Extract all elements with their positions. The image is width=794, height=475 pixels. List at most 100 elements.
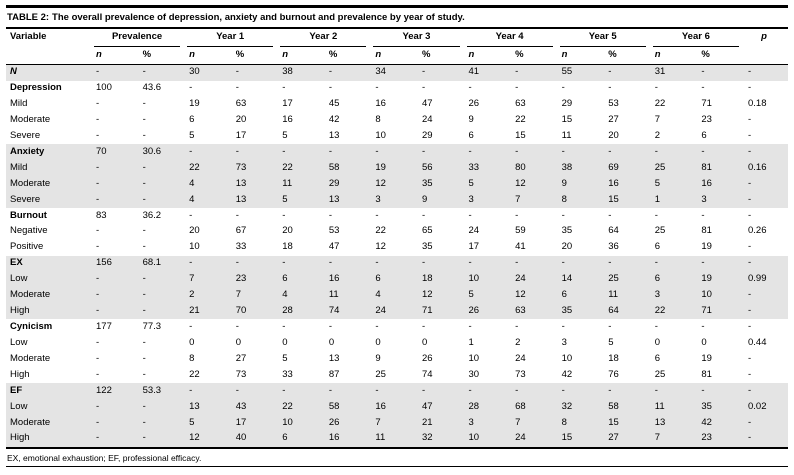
cell: - [142, 368, 146, 380]
subheader-percent: % [138, 47, 186, 65]
subheader-percent: % [417, 47, 465, 65]
cell: 28 [282, 305, 293, 317]
table-row-mild: Mild - - 22 73 22 58 19 56 33 80 38 69 25 81 0.16 [6, 160, 788, 177]
cell: - [608, 257, 612, 269]
cell: 70 [235, 305, 247, 317]
cell: 58 [608, 400, 619, 412]
cell: 13 [328, 129, 340, 141]
cell: 0.99 [748, 273, 767, 285]
cell: - [654, 257, 658, 269]
col-header-label: Year 5 [559, 31, 646, 48]
table-row-ex: EX 156 68.1 - - - - - - - - - - - - - [6, 255, 788, 272]
cell: 53 [328, 225, 340, 237]
cell: - [96, 193, 100, 205]
cell: 28 [468, 400, 480, 412]
cell: - [748, 384, 752, 396]
table-row-low: Low - - 0 0 0 0 0 0 1 2 3 5 0 0 0.44 [6, 335, 788, 351]
cell: 18 [608, 352, 619, 364]
cell: 11 [282, 177, 293, 189]
cell: - [142, 289, 146, 301]
cell: - [561, 209, 565, 221]
cell: 11 [654, 400, 665, 412]
cell: - [96, 400, 100, 412]
cell: 177 [96, 320, 112, 332]
cell: - [654, 209, 658, 221]
col-header-label: Prevalence [94, 31, 181, 48]
cell: 30.6 [142, 145, 162, 157]
cell: - [328, 320, 332, 332]
table-row-high: High - - 12 40 6 16 11 32 10 24 15 27 7 23 - [6, 430, 788, 448]
cell: 31 [654, 66, 666, 78]
cell: 15 [608, 193, 619, 205]
col-header-year-4: Year 4 [465, 29, 558, 48]
cell: 7 [189, 273, 195, 285]
cell: 3 [561, 336, 567, 348]
row-label: Moderate [10, 416, 51, 428]
cell: 18 [282, 241, 293, 253]
cell: 33 [468, 161, 480, 173]
cell: - [282, 320, 286, 332]
cell: 12 [375, 177, 386, 189]
cell: 7 [654, 114, 661, 125]
col-header-p: p [744, 29, 788, 65]
cell: 16 [375, 98, 386, 110]
subheader-n: n [278, 47, 325, 65]
cell: 40 [235, 432, 247, 444]
cell: - [189, 145, 193, 157]
cell: 70 [96, 145, 107, 157]
cell: 29 [421, 129, 433, 141]
cell: 20 [235, 114, 247, 125]
cell: - [701, 66, 705, 78]
cell: - [96, 161, 100, 173]
cell: - [235, 82, 239, 94]
table-row-severe: Severe - -4 13 5 13 3 9 3 7 8 15 1 3- [6, 192, 788, 209]
cell: - [701, 384, 705, 396]
cell: 71 [701, 98, 712, 110]
cell: 68 [515, 400, 526, 412]
cell: 26 [421, 352, 433, 364]
cell: 13 [235, 177, 247, 189]
table-body: N - -30-38-34-41-55-31- - Depression 100 43.6-… [6, 64, 788, 448]
cell: - [96, 114, 100, 125]
cell: 12 [189, 432, 200, 444]
cell: - [608, 82, 612, 94]
table-row-severe: Severe - - 5 17 5 13 10 29 6 15 11 20 2 6 - [6, 128, 788, 144]
cell: 55 [561, 66, 573, 78]
cell: 65 [421, 225, 433, 237]
cell: 24 [515, 432, 526, 444]
cell: 30 [189, 66, 200, 78]
cell: 81 [701, 368, 712, 380]
cell: - [748, 289, 752, 301]
cell: - [96, 352, 100, 364]
cell: - [142, 400, 146, 412]
cell: - [468, 82, 472, 94]
cell: 24 [515, 273, 526, 285]
cell: 35 [421, 241, 433, 253]
cell: 7 [235, 289, 241, 301]
cell: 0.02 [748, 400, 767, 412]
cell: 0.26 [748, 225, 767, 237]
cell: 16 [282, 114, 293, 125]
cell: 42 [328, 114, 340, 125]
cell: - [748, 320, 752, 332]
row-label: Burnout [10, 209, 47, 221]
cell: 5 [189, 129, 195, 141]
cell: 32 [421, 432, 433, 444]
cell: 41 [515, 241, 526, 253]
table-row-cynicism: Cynicism 177 77.3 - - - - - - - - - - - - - [6, 319, 788, 335]
table-row-positive: Positive - - 10 33 18 47 12 35 17 41 20 36 6 19 - [6, 240, 788, 256]
cell: - [235, 145, 239, 157]
cell: 42 [701, 416, 712, 428]
cell: - [748, 368, 752, 380]
cell: - [748, 241, 752, 253]
cell: 58 [328, 400, 340, 412]
cell: 45 [328, 98, 340, 110]
subheader-n: n [650, 47, 698, 65]
cell: 6 [468, 129, 474, 141]
cell: 24 [515, 352, 526, 364]
cell: 11 [328, 289, 339, 301]
row-label: High [10, 432, 30, 444]
cell: - [748, 145, 752, 157]
cell: 19 [701, 352, 712, 364]
cell: - [96, 289, 100, 301]
